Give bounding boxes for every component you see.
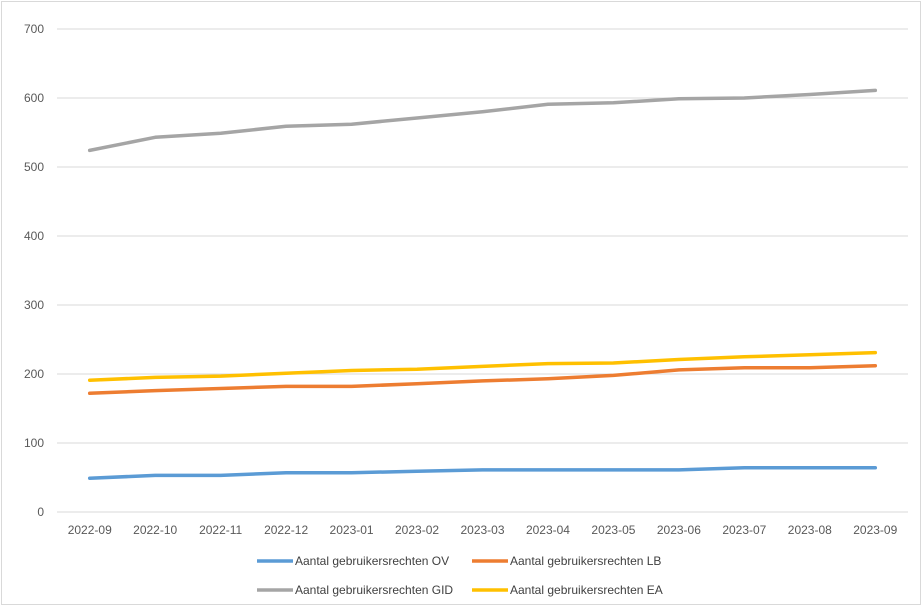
x-tick-label: 2022-11 <box>199 523 242 537</box>
series-lines <box>87 88 878 480</box>
x-tick-label: 2023-08 <box>788 523 832 537</box>
gridlines <box>57 28 908 513</box>
x-tick-label: 2023-09 <box>853 523 897 537</box>
x-tick-label: 2023-05 <box>591 523 635 537</box>
y-tick-label: 400 <box>24 229 44 243</box>
x-tick-label: 2022-12 <box>264 523 308 537</box>
series-line <box>87 88 878 153</box>
y-tick-label: 200 <box>24 367 44 381</box>
x-tick-label: 2022-09 <box>68 523 112 537</box>
x-tick-label: 2023-01 <box>330 523 374 537</box>
x-tick-label: 2023-03 <box>460 523 504 537</box>
y-tick-label: 300 <box>24 298 44 312</box>
x-tick-label: 2023-06 <box>657 523 701 537</box>
legend-label: Aantal gebruikersrechten EA <box>510 583 663 597</box>
y-tick-label: 500 <box>24 160 44 174</box>
legend: Aantal gebruikersrechten OV Aantal gebrui… <box>257 554 663 597</box>
x-tick-label: 2023-04 <box>526 523 570 537</box>
x-tick-label: 2022-10 <box>133 523 177 537</box>
y-axis: 0 100 200 300 400 500 600 700 <box>24 22 44 519</box>
y-tick-label: 100 <box>24 436 44 450</box>
legend-label: Aantal gebruikersrechten GID <box>295 583 453 597</box>
series-line <box>87 466 878 480</box>
series-line <box>87 350 878 382</box>
x-tick-label: 2023-02 <box>395 523 439 537</box>
series-line <box>87 363 878 396</box>
legend-label: Aantal gebruikersrechten LB <box>510 554 661 568</box>
y-tick-label: 700 <box>24 22 44 36</box>
x-tick-label: 2023-07 <box>722 523 766 537</box>
legend-label: Aantal gebruikersrechten OV <box>295 554 449 568</box>
x-axis: 2022-09 2022-10 2022-11 2022-12 2023-01 2023-… <box>68 523 898 537</box>
y-tick-label: 0 <box>37 505 44 519</box>
y-tick-label: 600 <box>24 91 44 105</box>
